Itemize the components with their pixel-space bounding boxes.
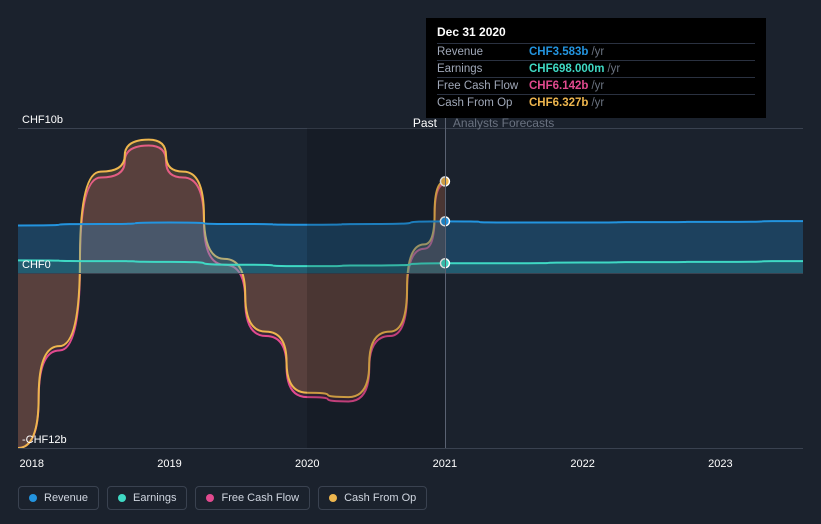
- tooltip-row: RevenueCHF3.583b/yr: [437, 43, 755, 60]
- earnings-revenue-chart: CHF10bCHF0-CHF12b 2018201920202021202220…: [18, 128, 803, 448]
- past-label: Past: [413, 116, 437, 130]
- forecast-label: Analysts Forecasts: [453, 116, 554, 130]
- tooltip-metric-unit: /yr: [591, 46, 604, 58]
- tooltip-metric-label: Revenue: [437, 46, 529, 58]
- tooltip-metric-value: CHF6.142b: [529, 80, 588, 92]
- x-axis-label: 2022: [570, 458, 594, 470]
- chart-tooltip: Dec 31 2020 RevenueCHF3.583b/yrEarningsC…: [426, 18, 766, 118]
- y-axis-label: CHF0: [22, 259, 51, 271]
- tooltip-row: Free Cash FlowCHF6.142b/yr: [437, 77, 755, 94]
- legend-item[interactable]: Earnings: [107, 486, 187, 510]
- tooltip-row: Cash From OpCHF6.327b/yr: [437, 94, 755, 111]
- legend-dot-icon: [206, 494, 214, 502]
- tooltip-metric-unit: /yr: [591, 80, 604, 92]
- tooltip-metric-label: Free Cash Flow: [437, 80, 529, 92]
- x-axis-label: 2021: [433, 458, 457, 470]
- legend-item[interactable]: Cash From Op: [318, 486, 427, 510]
- y-axis-label: -CHF12b: [22, 434, 67, 446]
- tooltip-metric-unit: /yr: [607, 63, 620, 75]
- tooltip-metric-unit: /yr: [591, 97, 604, 109]
- gridline: [18, 448, 803, 449]
- legend-item[interactable]: Free Cash Flow: [195, 486, 310, 510]
- x-axis-label: 2020: [295, 458, 319, 470]
- legend-dot-icon: [29, 494, 37, 502]
- past-shade: [307, 128, 445, 448]
- chart-legend: Revenue Earnings Free Cash Flow Cash From O…: [18, 486, 427, 510]
- x-axis-label: 2023: [708, 458, 732, 470]
- legend-dot-icon: [118, 494, 126, 502]
- legend-item[interactable]: Revenue: [18, 486, 99, 510]
- tooltip-metric-value: CHF698.000m: [529, 63, 604, 75]
- tooltip-metric-label: Cash From Op: [437, 97, 529, 109]
- tooltip-metric-label: Earnings: [437, 63, 529, 75]
- tooltip-metric-value: CHF3.583b: [529, 46, 588, 58]
- legend-label: Free Cash Flow: [221, 492, 299, 504]
- tooltip-row: EarningsCHF698.000m/yr: [437, 60, 755, 77]
- x-axis-label: 2018: [20, 458, 44, 470]
- legend-dot-icon: [329, 494, 337, 502]
- x-axis-label: 2019: [157, 458, 181, 470]
- y-axis-label: CHF10b: [22, 114, 63, 126]
- legend-label: Earnings: [133, 492, 176, 504]
- legend-label: Cash From Op: [344, 492, 416, 504]
- legend-label: Revenue: [44, 492, 88, 504]
- tooltip-metric-value: CHF6.327b: [529, 97, 588, 109]
- tooltip-date: Dec 31 2020: [437, 25, 755, 43]
